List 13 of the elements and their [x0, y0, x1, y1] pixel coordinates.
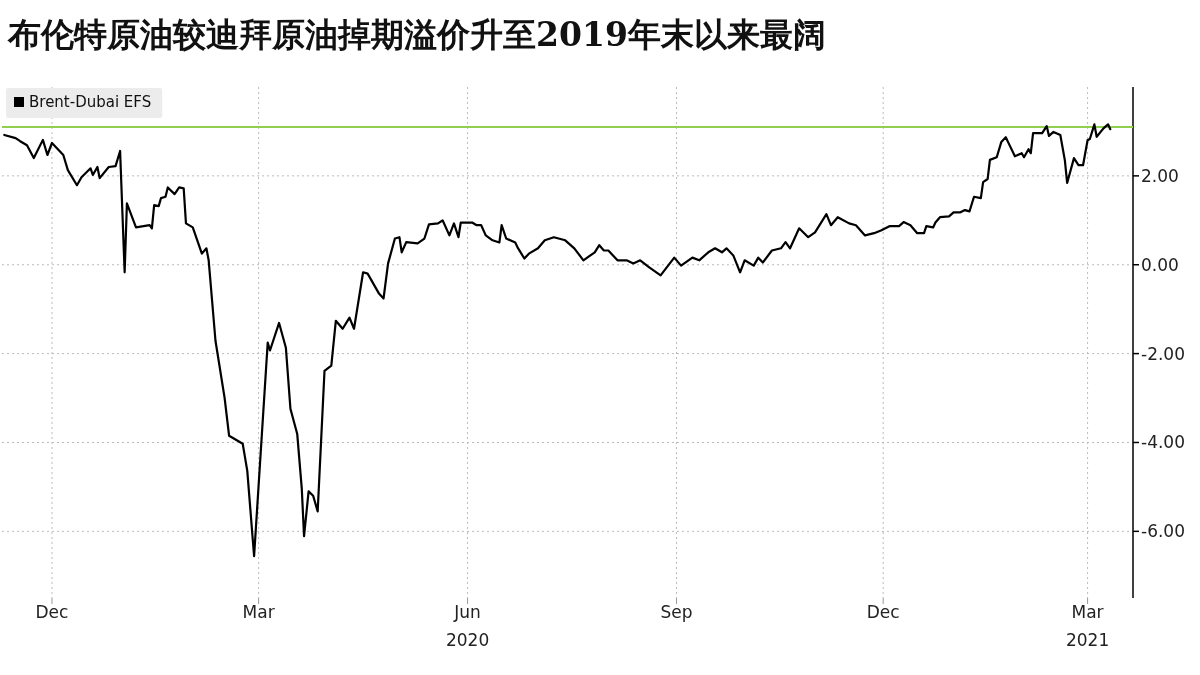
- legend-label: Brent-Dubai EFS: [29, 93, 152, 111]
- y-tick-label: 0.00: [1141, 254, 1179, 275]
- x-tick-label: Dec: [35, 602, 69, 622]
- chart-title: 布伦特原油较迪拜原油掉期溢价升至2019年末以来最阔: [7, 15, 826, 54]
- x-tick-label: Dec: [866, 602, 900, 622]
- y-tick-label: 2.00: [1141, 165, 1179, 186]
- y-tick-label: -4.00: [1141, 432, 1185, 453]
- y-tick-label: -2.00: [1141, 343, 1185, 364]
- x-tick-label: Mar: [242, 602, 275, 622]
- x-tick-label: Sep: [660, 602, 693, 622]
- x-tick-label: Jun 2020: [445, 602, 490, 650]
- x-tick-label: Mar 2021: [1065, 602, 1110, 650]
- y-tick-label: -6.00: [1141, 521, 1185, 542]
